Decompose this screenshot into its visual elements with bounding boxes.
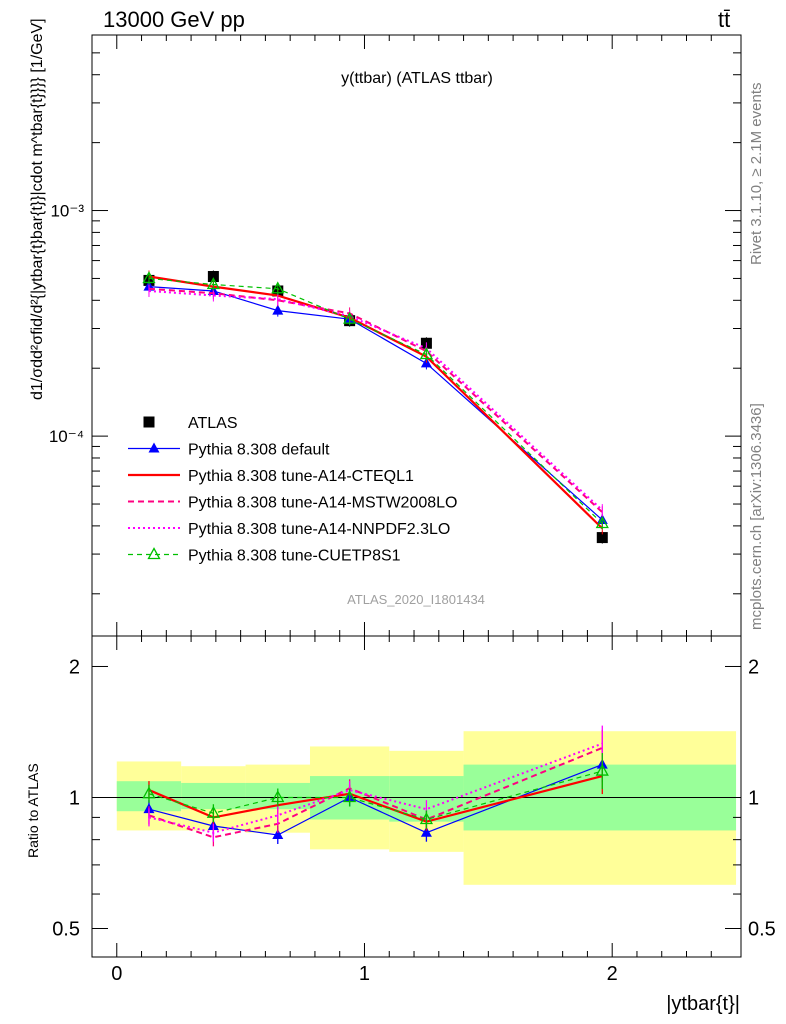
ratio-point <box>206 805 220 818</box>
ratio-plot-panel: 0.5 0.5 1 1 2 2 0 1 2 Ratio to ATLAS |ytbar{t}| <box>25 635 776 1015</box>
ratio-y-tick-label-right: 0.5 <box>748 918 776 940</box>
ratio-y-tick-label: 0.5 <box>52 918 80 940</box>
main-y-tick-labels: 10⁻³ 10⁻⁴ <box>49 202 85 447</box>
ratio-point <box>343 790 357 803</box>
ratio-line <box>148 742 603 834</box>
mcplots-reference-label: mcplots.cern.ch [arXiv:1306.3436] <box>748 403 765 630</box>
legend-item: Pythia 8.308 tune-A14-NNPDF2.3LO <box>128 521 450 538</box>
y-tick-label: 10⁻⁴ <box>49 427 84 446</box>
series-line <box>148 277 603 524</box>
ratio-line <box>148 775 603 823</box>
ratio-point <box>420 826 432 837</box>
series-1 <box>143 280 608 526</box>
ratio-y-axis-label: Ratio to ATLAS <box>25 763 41 858</box>
legend-marker <box>143 416 155 428</box>
x-tick-label: 0 <box>111 963 122 985</box>
data-point <box>142 271 156 284</box>
series-line <box>148 289 603 511</box>
series-5 <box>142 271 609 530</box>
rivet-version-label: Rivet 3.1.10, ≥ 2.1M events <box>748 83 765 266</box>
ratio-y-tick-labels: 0.5 0.5 1 1 2 2 <box>52 656 776 940</box>
legend-item: ATLAS <box>143 415 238 432</box>
ratio-y-tick-label-right: 2 <box>748 656 759 678</box>
legend-label: ATLAS <box>188 415 238 432</box>
data-point <box>343 311 357 324</box>
main-plot-panel: y(ttbar) (ATLAS ttbar) ATLAS_2020_I18014… <box>29 18 742 637</box>
x-tick-label: 1 <box>359 963 370 985</box>
ratio-point <box>419 812 434 825</box>
main-y-axis-label: d1/σdd²σfid/d²{|ytbar{t}bar{t}}|cdot m^t… <box>29 18 46 400</box>
x-tick-labels: 0 1 2 <box>111 963 618 985</box>
legend-item: Pythia 8.308 tune-CUETP8S1 <box>128 547 401 565</box>
main-plot-content <box>92 34 741 636</box>
legend-label: Pythia 8.308 tune-A14-CTEQL1 <box>188 468 414 485</box>
legend-marker <box>148 442 160 453</box>
ratio-plot-content <box>92 636 741 957</box>
ratio-point <box>595 763 609 776</box>
ratio-y-tick-label-right: 1 <box>748 787 759 809</box>
data-point <box>207 271 219 283</box>
legend-item: Pythia 8.308 tune-A14-MSTW2008LO <box>128 495 457 512</box>
legend: ATLAS Pythia 8.308 default Pythia 8.308 tu… <box>128 415 457 565</box>
x-axis-label: |ytbar{t}| <box>666 993 740 1015</box>
legend-marker <box>147 547 161 560</box>
legend-item: Pythia 8.308 default <box>128 442 330 459</box>
ratio-point <box>272 828 284 839</box>
x-tick-label: 2 <box>607 963 618 985</box>
ratio-point <box>142 786 156 799</box>
data-point <box>206 277 220 290</box>
ratio-line <box>148 746 603 839</box>
ratio-line <box>148 764 603 836</box>
series-line <box>148 286 603 521</box>
legend-label: Pythia 8.308 default <box>188 442 330 459</box>
series-line <box>148 275 604 530</box>
legend-label: Pythia 8.308 tune-A14-MSTW2008LO <box>188 495 457 512</box>
data-point <box>419 347 434 360</box>
y-tick-label: 10⁻³ <box>50 202 84 221</box>
analysis-watermark: ATLAS_2020_I1801434 <box>347 592 485 607</box>
main-frame <box>91 34 742 637</box>
process-label: tt̄ <box>718 7 730 32</box>
ratio-y-tick-label: 2 <box>69 656 80 678</box>
ratio-series-4 <box>142 753 609 829</box>
data-point <box>272 304 284 315</box>
plot-title: y(ttbar) (ATLAS ttbar) <box>341 70 493 87</box>
legend-item: Pythia 8.308 tune-A14-CTEQL1 <box>128 468 414 485</box>
ratio-y-tick-label: 1 <box>69 787 80 809</box>
legend-label: Pythia 8.308 tune-CUETP8S1 <box>188 548 401 565</box>
ratio-point <box>271 790 285 803</box>
data-point <box>596 532 608 544</box>
collision-label: 13000 GeV pp <box>103 7 245 32</box>
ratio-frame <box>91 635 742 958</box>
ratio-line <box>148 770 603 821</box>
data-point <box>595 516 609 529</box>
legend-label: Pythia 8.308 tune-A14-NNPDF2.3LO <box>188 521 450 538</box>
data-point <box>271 281 285 294</box>
